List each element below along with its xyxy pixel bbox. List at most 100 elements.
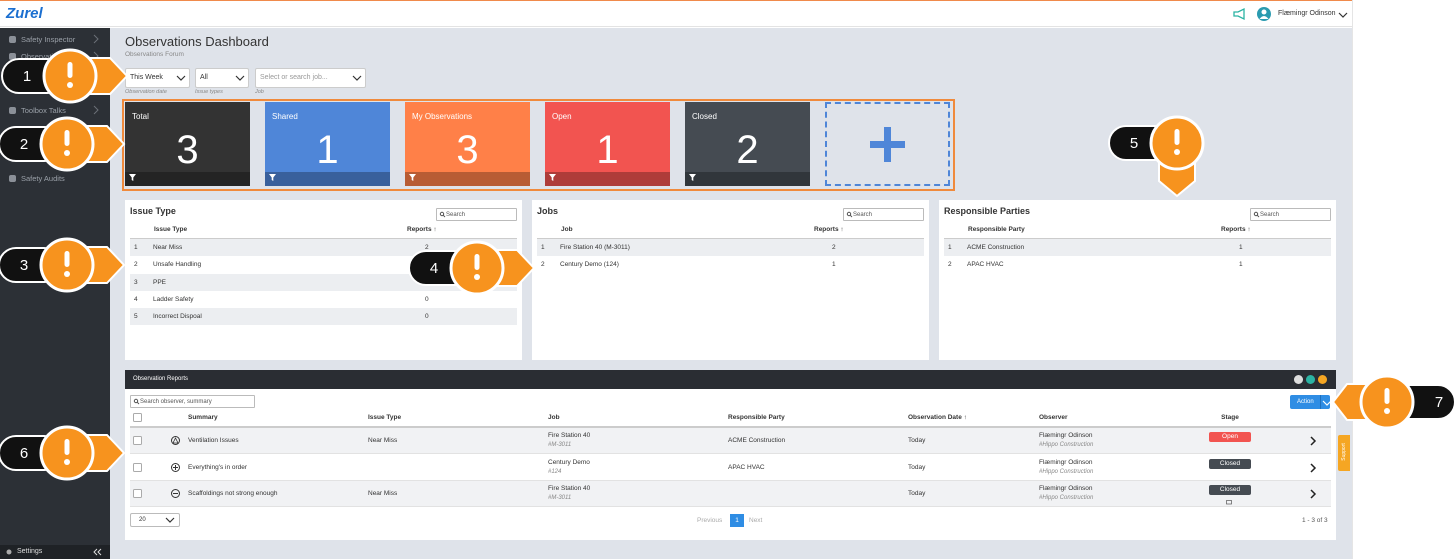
stat-card[interactable]: My Observations 3 <box>405 102 530 186</box>
column-header: Job <box>548 414 560 421</box>
prev-link[interactable]: Previous <box>697 517 723 524</box>
table-row: 5 Incorrect Dispoal 0 <box>130 308 517 326</box>
row-label: APAC HVAC <box>967 261 1004 269</box>
row-label: Century Demo (124) <box>560 261 619 269</box>
add-card[interactable] <box>825 102 950 186</box>
panel-title: Jobs <box>537 206 559 216</box>
cell-summary: Everything's in order <box>188 463 248 471</box>
menu-item[interactable]: Observations <box>21 52 66 61</box>
avatar <box>1257 7 1271 21</box>
filter-value: Select or search job... <box>260 74 328 81</box>
filter-select[interactable]: Select or search job... <box>255 68 366 88</box>
column-header: Reports ↑ <box>407 226 437 233</box>
menu-item[interactable]: Toolbox Talks <box>21 106 66 115</box>
row-label: Near Miss <box>153 244 183 251</box>
row-checkbox[interactable] <box>133 462 142 472</box>
row-index: 1 <box>134 244 138 251</box>
sidebar-footer <box>0 545 110 559</box>
cell-date: Today <box>908 463 926 471</box>
row-checkbox[interactable] <box>133 489 142 498</box>
summary-icon <box>171 462 180 472</box>
current-page[interactable]: 1 <box>730 514 744 527</box>
add-icon <box>870 127 905 162</box>
header-rule <box>130 426 1331 428</box>
caret <box>235 75 245 81</box>
settings-icon <box>6 549 12 555</box>
filter-value: This Week <box>130 74 163 81</box>
search-box[interactable]: Search <box>1250 208 1331 221</box>
menu-icon <box>9 175 16 182</box>
chevron[interactable] <box>1310 436 1317 446</box>
caret <box>352 75 362 81</box>
card-title: Shared <box>272 112 298 121</box>
cell-date: Today <box>908 437 926 444</box>
row-checkbox[interactable] <box>133 436 142 445</box>
support-tab[interactable]: Support <box>1338 435 1350 471</box>
filter-icon <box>409 174 416 181</box>
row-index: 2 <box>541 261 545 269</box>
row-index: 2 <box>948 261 952 269</box>
menu-item[interactable]: Safety Inspector <box>21 35 76 44</box>
cell-party: ACME Construction <box>728 437 786 444</box>
result-count: 1 - 3 of 3 <box>1302 517 1328 524</box>
card-footer <box>405 172 530 186</box>
column-header: Observation Date ↑ <box>908 414 967 421</box>
summary-icon <box>171 489 180 498</box>
row-count: 2 <box>425 244 429 251</box>
header-rule <box>944 238 1331 239</box>
stage-badge: Closed <box>1209 458 1251 469</box>
search-box[interactable]: Search <box>436 208 517 221</box>
table-row: 1 Near Miss 2 <box>130 239 517 256</box>
menu-icon <box>9 36 16 43</box>
settings-link[interactable]: Settings <box>17 548 43 555</box>
action-button[interactable]: Action <box>1290 395 1330 409</box>
row-index: 5 <box>134 313 138 321</box>
page-title: Observations Dashboard <box>125 34 269 49</box>
table-row: 3 PPE 0 <box>130 273 517 291</box>
table-row: 2 Century Demo (124) 1 <box>537 256 924 274</box>
panel-title: Issue Type <box>130 206 176 216</box>
filter-select[interactable]: All <box>195 68 249 88</box>
page-size-select[interactable]: 20 <box>130 513 180 527</box>
menu-item[interactable]: Safety Audits <box>21 174 65 183</box>
card-title: Closed <box>692 112 717 121</box>
cell-party: APAC HVAC <box>728 463 765 471</box>
cell-observer: Flæmingr Odinson <box>1039 485 1093 492</box>
row-label: PPE <box>153 278 167 286</box>
stage-badge: Closed <box>1209 485 1251 495</box>
caret <box>1322 400 1332 406</box>
cell-job: Fire Station 40 <box>548 432 591 439</box>
column-header: Job <box>561 226 573 233</box>
action-label: Action <box>1297 398 1314 405</box>
next-link[interactable]: Next <box>749 517 763 524</box>
cell-job-code: #124 <box>548 468 562 475</box>
reports-title: Observation Reports <box>133 376 189 382</box>
stat-card[interactable]: Shared 1 <box>265 102 390 186</box>
chevron[interactable] <box>1310 462 1317 473</box>
stat-card[interactable]: Total 3 <box>125 102 250 186</box>
search-placeholder: Search <box>1260 211 1280 218</box>
chevron <box>93 34 99 44</box>
panel: Responsible Parties Responsible Party Repo… <box>939 200 1336 360</box>
search-box[interactable]: Search observer, summary <box>130 395 255 408</box>
row-label: Ladder Safety <box>153 295 194 303</box>
stat-card[interactable]: Open 1 <box>545 102 670 186</box>
row-label: ACME Construction <box>967 244 1025 251</box>
row-index: 1 <box>541 244 545 251</box>
top-border <box>0 0 1352 1</box>
stat-card[interactable]: Closed 2 <box>685 102 810 186</box>
search-box[interactable]: Search <box>843 208 924 221</box>
user-menu[interactable]: Flæmingr Odinson <box>1278 10 1336 17</box>
comment-icon <box>1226 500 1232 505</box>
chevron[interactable] <box>1310 489 1317 499</box>
stage-badge: Open <box>1209 432 1251 442</box>
header-rule <box>130 238 517 239</box>
search-placeholder: Search <box>446 211 466 218</box>
cell-job-code: #M-3011 <box>548 442 572 448</box>
card-footer <box>545 172 670 186</box>
filter-label: Job <box>255 89 264 95</box>
column-header: Reports ↑ <box>1221 226 1251 233</box>
column-header: Summary <box>188 414 218 421</box>
row-count: 1 <box>1239 261 1243 269</box>
